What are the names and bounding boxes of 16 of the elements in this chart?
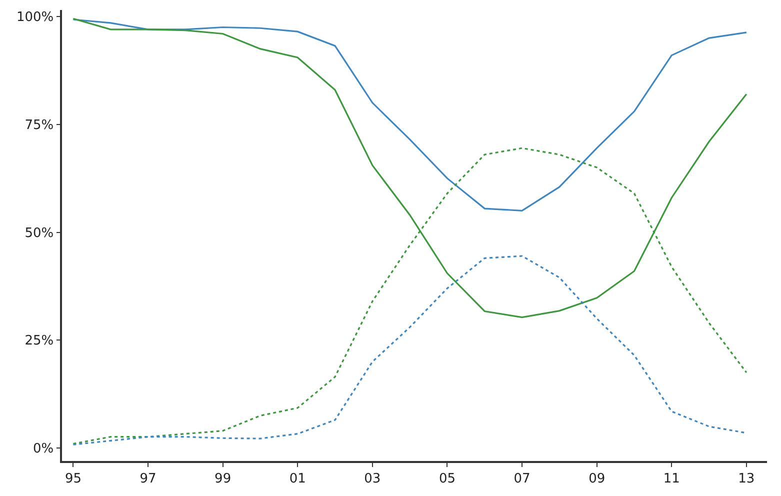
x-tick-label: 01 (289, 471, 306, 486)
x-tick-label: 13 (738, 471, 755, 486)
x-tick-label: 99 (214, 471, 232, 486)
x-tick-label: 09 (588, 471, 606, 486)
x-tick-label: 03 (364, 471, 381, 486)
y-tick-label: 0% (33, 442, 54, 457)
x-tick-label: 11 (663, 471, 680, 486)
x-tick-label: 97 (140, 471, 156, 486)
x-tick-label: 05 (438, 471, 456, 486)
line-series (72, 18, 748, 212)
x-tick-label: 95 (64, 471, 82, 486)
y-tick-label: 25% (24, 334, 54, 349)
x-tick-label: 07 (514, 471, 530, 486)
y-tick-label: 50% (24, 226, 54, 241)
y-tick-label: 75% (24, 118, 54, 133)
y-tick-label: 100% (16, 10, 54, 26)
